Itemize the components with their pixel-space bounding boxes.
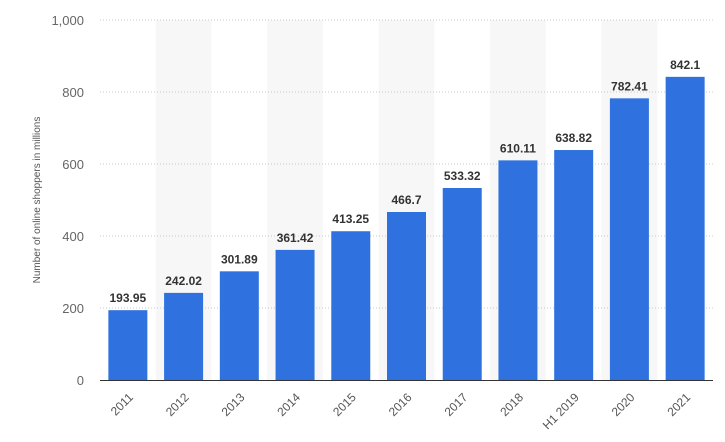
y-tick-label: 0 [77,373,84,388]
x-tick-label: 2021 [664,390,693,419]
x-tick-label: H1 2019 [540,390,582,432]
x-tick-label: 2018 [497,390,526,419]
bar [498,160,538,380]
data-label: 466.7 [391,193,421,207]
x-axis-ticks: 2011 2012 2013 2014 2015 2016 2017 2018 H1 2019 2… [108,390,694,432]
bar [108,310,148,380]
data-label: 361.42 [277,231,314,245]
bar [609,98,649,380]
x-tick-label: 2013 [219,390,248,419]
data-label: 301.89 [221,252,258,266]
bar [275,249,315,380]
x-tick-label: 2011 [108,390,136,418]
data-label: 638.82 [555,131,592,145]
bar [665,76,705,381]
y-tick-label: 600 [62,157,84,172]
y-tick-label: 200 [62,301,84,316]
y-axis-label: Number of online shoppers in millions [32,117,43,284]
data-label: 782.41 [611,79,648,93]
x-tick-label: 2014 [274,390,303,419]
bar [387,211,426,380]
data-label: 533.32 [444,169,481,183]
data-labels: 193.95 242.02 301.89 361.42 413.25 466.7 533.3… [110,58,701,305]
x-tick-label: 2020 [609,390,638,419]
bar [164,292,204,380]
bar [554,150,594,380]
bars [108,76,705,381]
x-tick-label: 2016 [386,390,415,419]
data-label: 193.95 [110,291,147,305]
bar [331,231,371,380]
y-axis-ticks: 0 200 400 600 800 1,000 [51,13,84,388]
y-tick-label: 800 [62,85,84,100]
x-tick-label: 2017 [442,390,471,419]
y-tick-label: 400 [62,229,84,244]
data-label: 413.25 [332,212,369,226]
x-tick-label: 2012 [163,390,192,419]
x-tick-label: 2015 [330,390,359,419]
data-label: 610.11 [500,141,536,155]
data-label: 842.1 [670,58,700,72]
bar [442,188,482,380]
bar [219,271,259,380]
data-label: 242.02 [165,274,202,288]
y-tick-label: 1,000 [51,13,84,28]
